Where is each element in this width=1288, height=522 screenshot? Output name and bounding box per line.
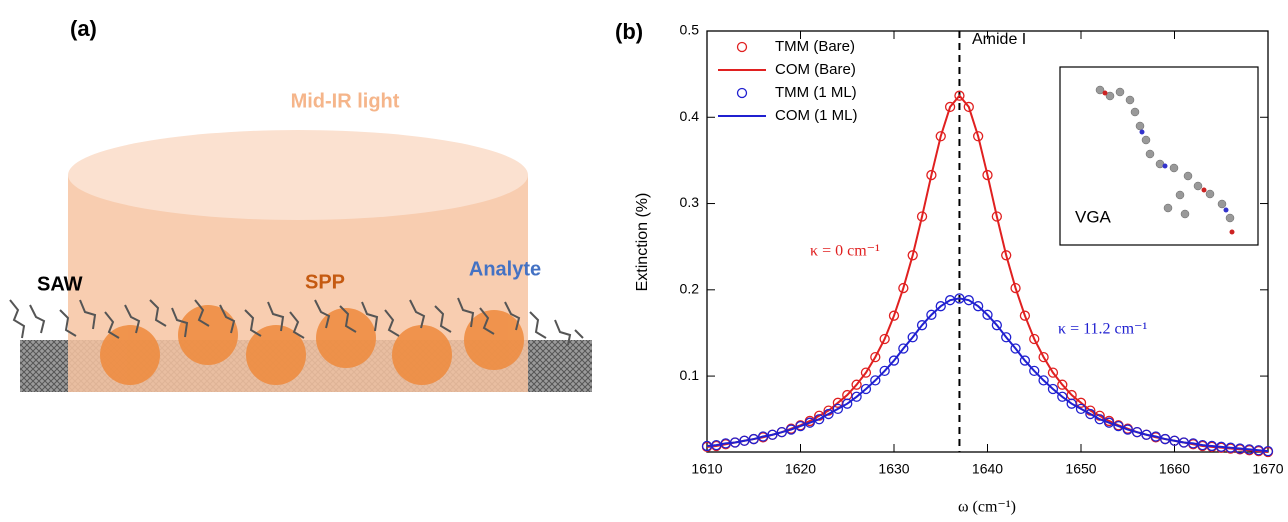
y-tick-label: 0.2 (680, 281, 700, 297)
marker (888, 310, 900, 321)
marker (1085, 408, 1096, 420)
y-tick-label: 0.1 (680, 367, 700, 383)
marker (860, 383, 872, 395)
marker (916, 320, 928, 331)
marker (1075, 403, 1087, 415)
marker (1066, 398, 1077, 409)
marker (1019, 310, 1031, 321)
y-tick-label: 0.3 (680, 194, 700, 210)
x-tick-label: 1610 (691, 461, 722, 477)
legend-marker (736, 87, 748, 99)
marker (879, 333, 890, 345)
panel-label: (a) (70, 16, 97, 41)
marker (1029, 333, 1040, 345)
marker (786, 424, 797, 435)
spp-spots (100, 305, 524, 385)
marker (954, 90, 965, 101)
legend-label: TMM (1 ML) (775, 84, 857, 101)
marker (1047, 367, 1059, 378)
marker (935, 131, 946, 142)
marker (982, 309, 993, 320)
marker (1131, 427, 1143, 438)
marker (973, 301, 984, 312)
beam-top (68, 130, 528, 220)
panel-a: (a) Mid-IR light SAW SPP Analyte (9, 16, 592, 392)
marker (1019, 355, 1031, 366)
marker (842, 398, 853, 409)
marker (944, 101, 956, 113)
panel-label: (b) (615, 19, 643, 44)
marker (1001, 250, 1012, 261)
marker (860, 367, 872, 378)
marker (898, 343, 909, 354)
annotation: Amide I (972, 31, 1026, 48)
inset-label: VGA (1075, 207, 1112, 226)
annotation: κ = 0 cm⁻¹ (810, 243, 880, 260)
marker (795, 420, 806, 432)
y-tick-label: 0.5 (680, 22, 700, 38)
x-tick-label: 1670 (1252, 461, 1283, 477)
marker (935, 301, 946, 312)
marker (991, 320, 1002, 331)
y-tick-label: 0.4 (680, 108, 700, 124)
annotation: κ = 11.2 cm⁻¹ (1058, 321, 1147, 338)
marker (963, 101, 974, 113)
marker (1010, 343, 1021, 354)
marker (1010, 282, 1021, 294)
x-tick-label: 1650 (1065, 461, 1096, 477)
marker (1103, 417, 1115, 428)
marker (907, 250, 918, 261)
marker (776, 427, 787, 438)
light-label: Mid-IR light (291, 90, 400, 112)
marker (888, 355, 900, 366)
marker (1057, 391, 1068, 402)
marker (832, 403, 844, 415)
x-tick-label: 1620 (785, 461, 816, 477)
x-tick-label: 1640 (972, 461, 1003, 477)
marker (1029, 365, 1040, 377)
marker (879, 365, 890, 377)
y-axis-label: Extinction (%) (634, 193, 651, 292)
legend-label: TMM (Bare) (775, 38, 855, 55)
marker (973, 131, 984, 142)
marker (814, 414, 825, 425)
marker (1057, 379, 1068, 390)
x-axis-label: ω (cm⁻¹) (958, 499, 1016, 516)
marker (804, 417, 815, 428)
molecule (1095, 85, 1235, 223)
series-line (706, 297, 1269, 453)
x-tick-label: 1630 (878, 461, 909, 477)
marker (898, 282, 909, 294)
saw-label: SAW (37, 273, 83, 295)
marker (926, 309, 937, 320)
molecule-atoms (1102, 90, 1235, 235)
marker (1122, 424, 1133, 435)
x-tick-label: 1660 (1159, 461, 1190, 477)
legend-label: COM (Bare) (775, 61, 856, 78)
marker (851, 391, 862, 402)
analyte-molecules (9, 297, 584, 346)
inset: VGA (1059, 66, 1259, 246)
marker (1038, 375, 1049, 386)
spp-label: SPP (305, 271, 345, 293)
marker (870, 375, 881, 386)
legend-marker (736, 41, 748, 53)
marker (1113, 420, 1124, 432)
analyte-label: Analyte (469, 258, 541, 280)
marker (1038, 351, 1049, 363)
marker (907, 332, 918, 343)
marker (851, 379, 862, 390)
marker (1094, 414, 1105, 425)
marker (1001, 332, 1012, 343)
marker (870, 351, 881, 363)
marker (1047, 383, 1059, 395)
legend-label: COM (1 ML) (775, 107, 858, 124)
marker (823, 408, 834, 420)
